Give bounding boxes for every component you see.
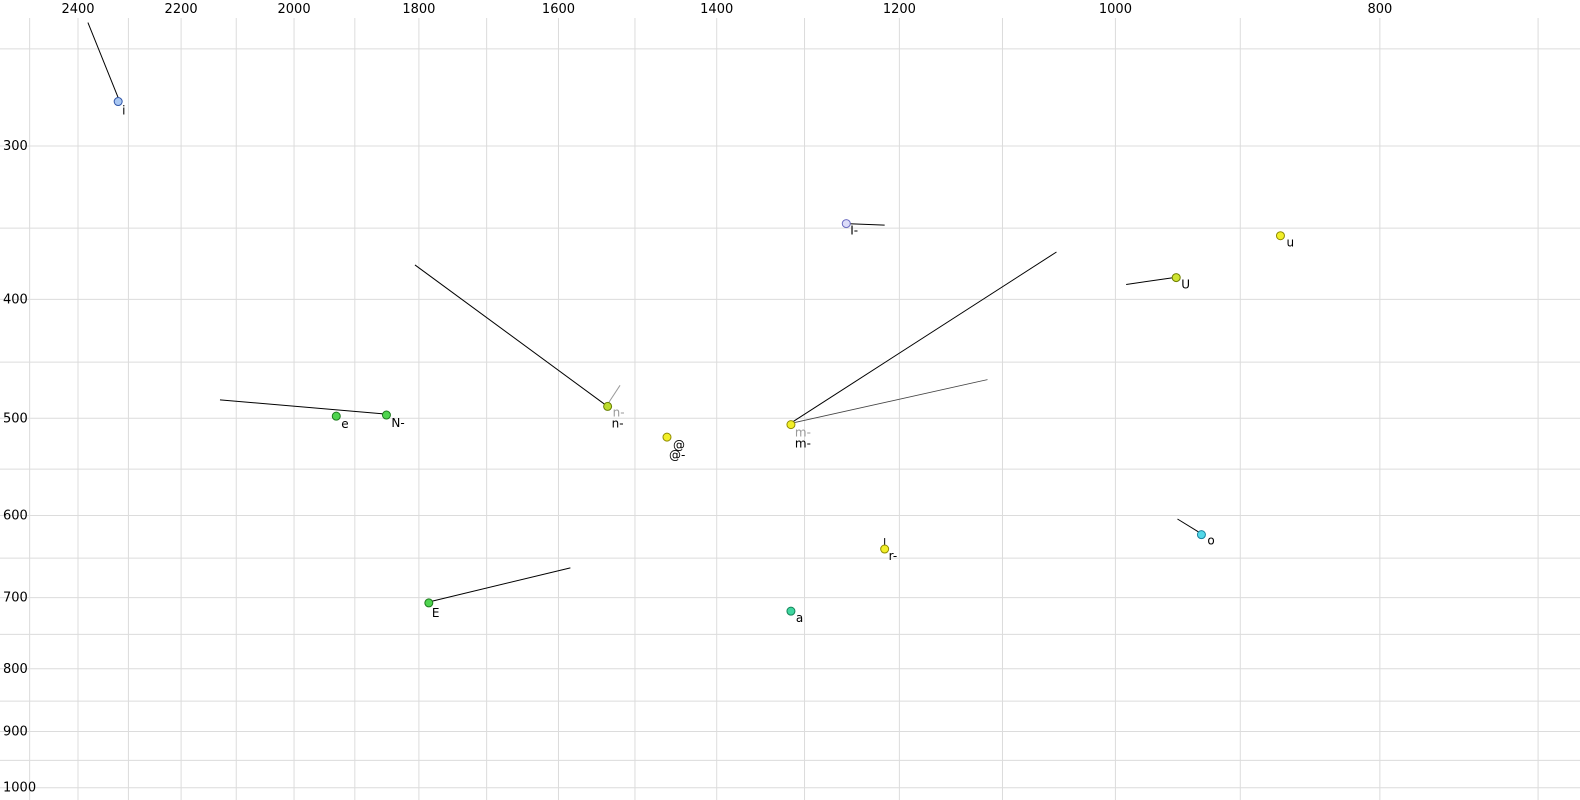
x-axis-tick-label: 1200: [883, 2, 916, 17]
data-point-a: [786, 606, 796, 616]
trajectory-line: [414, 264, 607, 406]
x-axis-tick-label: 2400: [61, 2, 94, 17]
data-point-label-U: U: [1181, 278, 1190, 292]
trajectory-line: [87, 22, 119, 98]
x-axis-tick-label: 1400: [700, 2, 733, 17]
data-point-label-I-: I-: [850, 224, 858, 238]
data-point-label-@-: @-: [669, 448, 685, 462]
data-point-@-: [662, 432, 672, 442]
x-axis-tick-label: 1800: [402, 2, 435, 17]
y-axis-tick-label: 900: [3, 725, 28, 740]
y-axis-tick-label: 1000: [3, 781, 36, 796]
data-point-o: [1196, 530, 1206, 540]
y-axis-tick-label: 700: [3, 591, 28, 606]
data-point-label-e: e: [341, 417, 348, 431]
data-point-u: [1275, 231, 1285, 241]
trajectory-line: [1126, 277, 1174, 285]
data-point-m-: [786, 420, 796, 430]
y-axis-tick-label: 800: [3, 662, 28, 677]
data-point-label-o: o: [1207, 534, 1214, 548]
x-axis-tick-label: 2200: [165, 2, 198, 17]
data-point-label-m-: m-: [795, 426, 811, 440]
data-point-label-m-: m-: [795, 437, 811, 451]
data-point-label-N-: N-: [391, 416, 404, 430]
data-point-label-@: @: [673, 438, 685, 452]
data-point-label-i: i: [122, 104, 125, 118]
data-point-U: [1171, 273, 1181, 283]
y-axis-tick-label: 400: [3, 292, 28, 307]
y-axis-tick-label: 600: [3, 508, 28, 523]
data-point-E: [424, 598, 434, 608]
data-point-label-u: u: [1286, 236, 1294, 250]
x-axis-tick-label: 1600: [542, 2, 575, 17]
trajectory-line: [846, 223, 885, 226]
x-axis-tick-label: 800: [1367, 2, 1392, 17]
y-axis-tick-label: 300: [3, 139, 28, 154]
data-point-n-: [603, 401, 613, 411]
data-point-r-: [880, 544, 890, 554]
trajectory-line: [219, 399, 385, 415]
trajectory-line: [1177, 518, 1201, 534]
data-point-label-a: a: [796, 611, 803, 625]
data-point-label-r-: r-: [889, 549, 898, 563]
y-axis-tick-label: 500: [3, 411, 28, 426]
trajectory-line: [789, 251, 1057, 424]
data-point-N-: [381, 410, 391, 420]
data-point-i: [113, 97, 123, 107]
trajectory-line: [607, 385, 621, 405]
data-point-label-n-: n-: [613, 405, 625, 419]
data-point-label-E: E: [432, 606, 440, 620]
data-point-label-n-: n-: [612, 416, 624, 430]
trajectory-line: [789, 379, 988, 424]
data-point-I-: [841, 219, 851, 229]
x-axis-tick-label: 1000: [1099, 2, 1132, 17]
data-point-e: [331, 411, 341, 421]
x-axis-tick-label: 2000: [278, 2, 311, 17]
trajectory-line: [428, 567, 571, 603]
